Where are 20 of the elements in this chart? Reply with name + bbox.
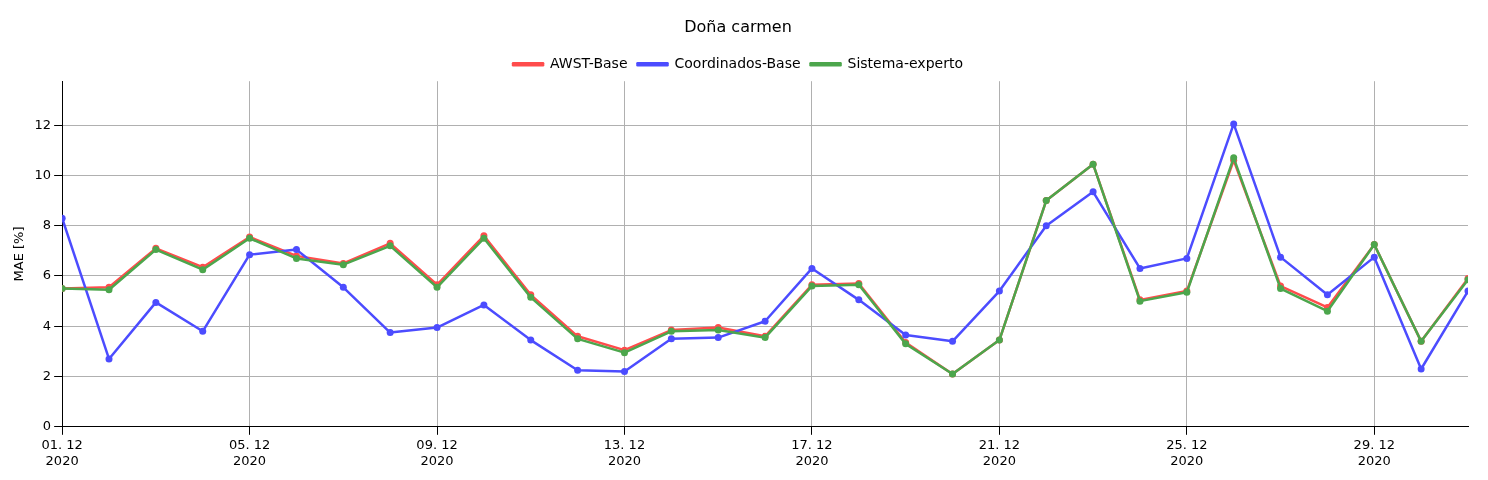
legend-label: Coordinados-Base [674,54,801,71]
x-tick-label: 21. 12 2020 [978,436,1021,468]
x-tick-label: 25. 12 2020 [1166,436,1208,468]
y-tick-label: 2 [42,367,52,383]
x-tick-label: 01. 12 2020 [41,436,83,468]
legend-label: Sistema-experto [847,54,963,71]
x-tick-label: 05. 12 2020 [228,436,271,468]
y-axis-title: MAE [%] [11,226,27,282]
y-tick-label: 0 [42,418,52,434]
x-tick-label: 29. 12 2020 [1353,436,1395,468]
y-tick-label: 10 [34,166,52,182]
y-tick-label: 4 [42,317,52,333]
y-tick-label: 6 [42,267,52,283]
x-tick-label: 09. 12 2020 [416,436,458,468]
x-tick-label: 17. 12 2020 [791,436,833,468]
y-tick-label: 8 [42,217,52,233]
chart-title: Doña carmen [684,16,792,36]
y-tick-label: 12 [34,116,52,132]
x-tick-label: 13. 12 2020 [603,436,646,468]
legend-label: AWST-Base [550,54,628,71]
